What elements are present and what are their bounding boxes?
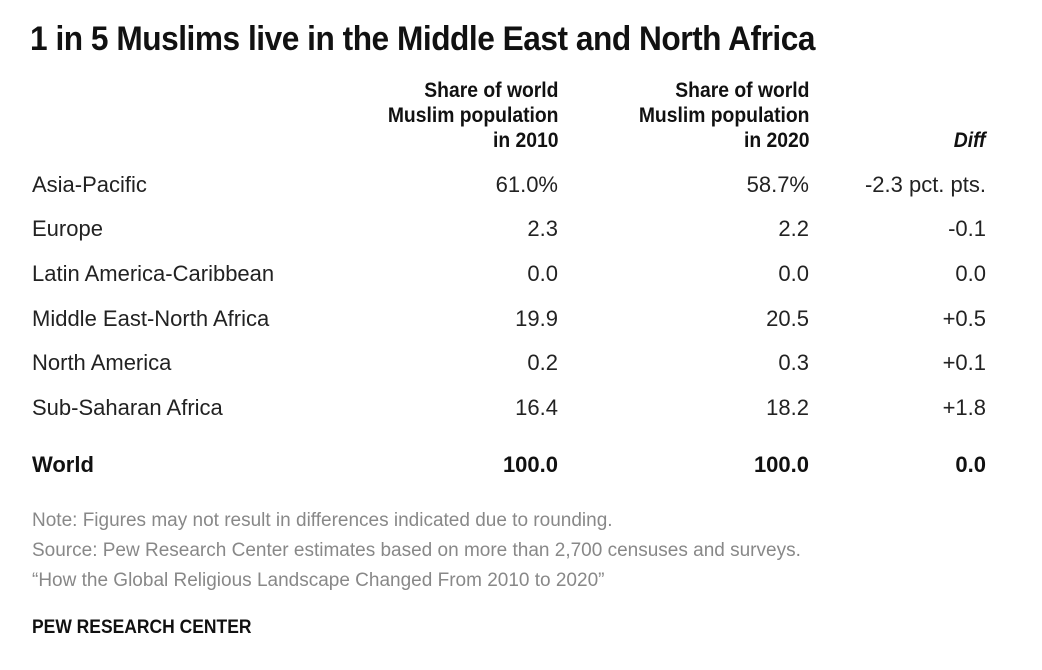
header-line: Share of world xyxy=(674,79,809,102)
value-2020: 18.2 xyxy=(766,395,809,420)
table-row: North America 0.2 0.3 +0.1 xyxy=(0,350,1042,380)
value-diff: 0.0 xyxy=(955,452,986,477)
value-diff: 0.0 xyxy=(955,261,986,286)
value-2010: 16.4 xyxy=(515,395,558,420)
column-header-2010: Share of world Muslim population in 2010 xyxy=(387,78,558,153)
table-row: Europe 2.3 2.2 -0.1 xyxy=(0,216,1042,246)
region-label: World xyxy=(32,452,94,477)
region-label: Europe xyxy=(32,216,103,241)
region-label: Latin America-Caribbean xyxy=(32,261,275,286)
source-text: Source: Pew Research Center estimates ba… xyxy=(32,540,801,561)
value-diff: +0.1 xyxy=(942,350,986,375)
region-label: Asia-Pacific xyxy=(32,172,147,197)
value-2020: 0.3 xyxy=(778,350,809,375)
table-row-total: World 100.0 100.0 0.0 xyxy=(0,452,1042,482)
value-2010: 19.9 xyxy=(515,306,558,331)
note-text: Note: Figures may not result in differen… xyxy=(32,510,613,531)
value-diff: +0.5 xyxy=(942,306,986,331)
value-2020: 58.7% xyxy=(746,172,809,197)
brand-logo-text: PEW RESEARCH CENTER xyxy=(32,617,252,638)
column-header-2020: Share of world Muslim population in 2020 xyxy=(638,78,809,153)
table-row: Sub-Saharan Africa 16.4 18.2 +1.8 xyxy=(0,395,1042,425)
table-row: Latin America-Caribbean 0.0 0.0 0.0 xyxy=(0,261,1042,291)
value-2010: 61.0% xyxy=(495,172,558,197)
value-diff: -2.3 pct. pts. xyxy=(864,172,986,197)
column-header-diff: Diff xyxy=(954,128,986,153)
chart-title: 1 in 5 Muslims live in the Middle East a… xyxy=(30,20,816,58)
value-2010: 2.3 xyxy=(527,216,558,241)
region-label: Sub-Saharan Africa xyxy=(32,395,223,420)
value-2020: 0.0 xyxy=(778,261,809,286)
value-2010: 0.0 xyxy=(527,261,558,286)
header-line: Muslim population xyxy=(638,104,809,127)
header-line: in 2020 xyxy=(743,129,809,152)
table-row: Asia-Pacific 61.0% 58.7% -2.3 pct. pts. xyxy=(0,172,1042,202)
header-line: Share of world xyxy=(423,79,558,102)
value-2020: 100.0 xyxy=(753,452,809,477)
value-diff: -0.1 xyxy=(948,216,986,241)
value-2020: 2.2 xyxy=(778,216,809,241)
value-2010: 100.0 xyxy=(502,452,558,477)
region-label: North America xyxy=(32,350,172,375)
table-row: Middle East-North Africa 19.9 20.5 +0.5 xyxy=(0,306,1042,336)
header-line: Diff xyxy=(954,129,986,152)
region-label: Middle East-North Africa xyxy=(32,306,270,331)
value-diff: +1.8 xyxy=(942,395,986,420)
header-line: Muslim population xyxy=(387,104,558,127)
value-2020: 20.5 xyxy=(766,306,809,331)
report-title: “How the Global Religious Landscape Chan… xyxy=(32,570,605,591)
header-line: in 2010 xyxy=(492,129,558,152)
value-2010: 0.2 xyxy=(527,350,558,375)
